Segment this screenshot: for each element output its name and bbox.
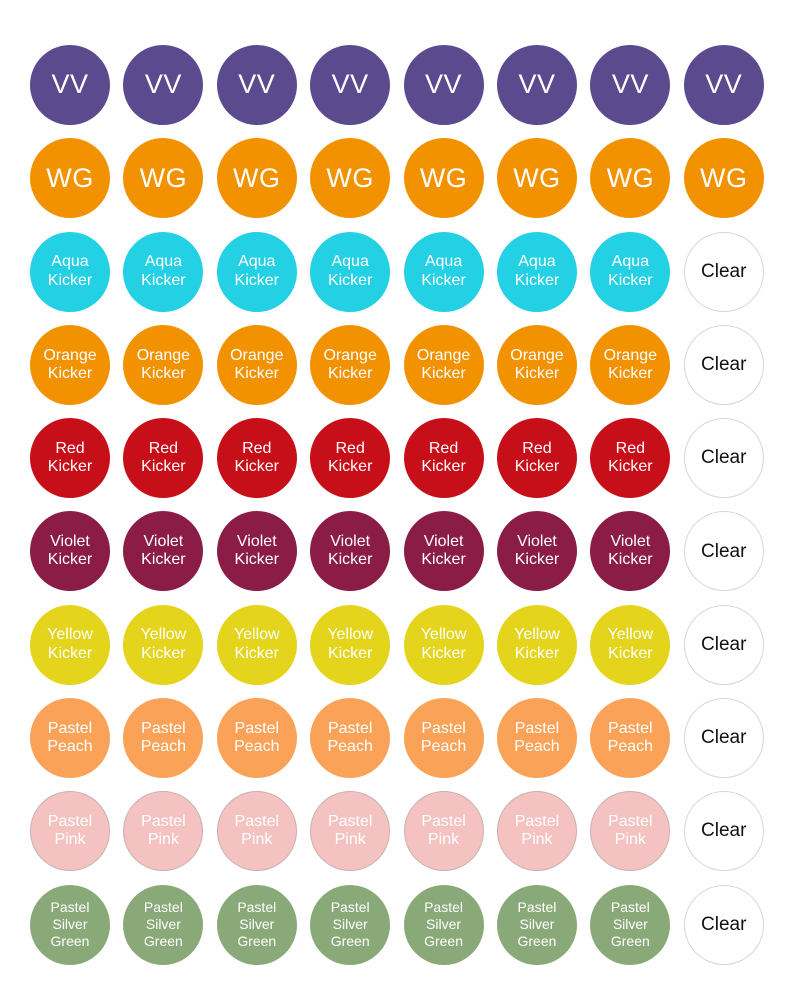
sticker-aqua-kicker: Aqua Kicker — [310, 231, 391, 312]
sticker-red-kicker: Red Kicker — [310, 418, 391, 499]
sticker-orange-kicker: Orange Kicker — [496, 324, 577, 405]
sticker-vv: VV — [123, 45, 204, 125]
sticker-yellow-kicker: Yellow Kicker — [123, 604, 204, 685]
sticker-pastel-pink: Pastel Pink — [403, 791, 484, 872]
sticker-wg: WG — [123, 138, 204, 219]
sticker-aqua-kicker: Aqua Kicker — [590, 231, 671, 312]
sticker-orange-kicker: Orange Kicker — [403, 324, 484, 405]
sticker-pastel-peach: Pastel Peach — [590, 698, 671, 779]
sticker-violet-kicker: Violet Kicker — [123, 511, 204, 592]
sticker-aqua-kicker: Aqua Kicker — [403, 231, 484, 312]
sticker-clear: Clear — [683, 884, 764, 965]
sticker-violet-kicker: Violet Kicker — [310, 511, 391, 592]
sticker-wg: WG — [403, 138, 484, 219]
sticker-pastel-silver-green: Pastel Silver Green — [403, 884, 484, 965]
sticker-wg: WG — [590, 138, 671, 219]
sticker-wg: WG — [683, 138, 764, 219]
sticker-pastel-pink: Pastel Pink — [496, 791, 577, 872]
sticker-yellow-kicker: Yellow Kicker — [496, 604, 577, 685]
sticker-violet-kicker: Violet Kicker — [30, 511, 110, 592]
sticker-vv: VV — [590, 45, 671, 125]
sticker-pastel-silver-green: Pastel Silver Green — [310, 884, 391, 965]
sticker-pastel-pink: Pastel Pink — [590, 791, 671, 872]
sticker-aqua-kicker: Aqua Kicker — [30, 231, 110, 312]
sticker-red-kicker: Red Kicker — [496, 418, 577, 499]
sticker-clear: Clear — [683, 791, 764, 872]
sticker-wg: WG — [310, 138, 391, 219]
sticker-pastel-peach: Pastel Peach — [30, 698, 110, 779]
sticker-pastel-peach: Pastel Peach — [123, 698, 204, 779]
sticker-pastel-peach: Pastel Peach — [496, 698, 577, 779]
sticker-violet-kicker: Violet Kicker — [403, 511, 484, 592]
sticker-violet-kicker: Violet Kicker — [496, 511, 577, 592]
sticker-clear: Clear — [683, 604, 764, 685]
sticker-pastel-silver-green: Pastel Silver Green — [30, 884, 110, 965]
sticker-clear: Clear — [683, 698, 764, 779]
sticker-orange-kicker: Orange Kicker — [30, 324, 110, 405]
sticker-clear: Clear — [683, 511, 764, 592]
sticker-wg: WG — [216, 138, 297, 219]
sticker-pastel-peach: Pastel Peach — [310, 698, 391, 779]
sticker-red-kicker: Red Kicker — [403, 418, 484, 499]
sticker-vv: VV — [216, 45, 297, 125]
sticker-red-kicker: Red Kicker — [216, 418, 297, 499]
sticker-orange-kicker: Orange Kicker — [216, 324, 297, 405]
sticker-pastel-peach: Pastel Peach — [216, 698, 297, 779]
sticker-violet-kicker: Violet Kicker — [216, 511, 297, 592]
sticker-clear: Clear — [683, 231, 764, 312]
sticker-pastel-pink: Pastel Pink — [216, 791, 297, 872]
sticker-pastel-silver-green: Pastel Silver Green — [123, 884, 204, 965]
sticker-aqua-kicker: Aqua Kicker — [216, 231, 297, 312]
sticker-vv: VV — [30, 45, 110, 125]
sticker-yellow-kicker: Yellow Kicker — [403, 604, 484, 685]
sticker-orange-kicker: Orange Kicker — [590, 324, 671, 405]
sticker-pastel-peach: Pastel Peach — [403, 698, 484, 779]
sticker-pastel-pink: Pastel Pink — [310, 791, 391, 872]
sticker-vv: VV — [310, 45, 391, 125]
sticker-orange-kicker: Orange Kicker — [123, 324, 204, 405]
sticker-wg: WG — [496, 138, 577, 219]
sticker-pastel-silver-green: Pastel Silver Green — [496, 884, 577, 965]
sticker-vv: VV — [403, 45, 484, 125]
sticker-pastel-silver-green: Pastel Silver Green — [216, 884, 297, 965]
sticker-yellow-kicker: Yellow Kicker — [216, 604, 297, 685]
sticker-red-kicker: Red Kicker — [30, 418, 110, 499]
sticker-wg: WG — [30, 138, 110, 219]
sticker-clear: Clear — [683, 418, 764, 499]
sticker-pastel-silver-green: Pastel Silver Green — [590, 884, 671, 965]
sticker-vv: VV — [496, 45, 577, 125]
sticker-orange-kicker: Orange Kicker — [310, 324, 391, 405]
sticker-yellow-kicker: Yellow Kicker — [30, 604, 110, 685]
sticker-sheet: VV VV VV VV VV VV VV VV WG WG WG WG WG WG WG WG Aqua Kic… — [30, 45, 766, 965]
sticker-aqua-kicker: Aqua Kicker — [123, 231, 204, 312]
sticker-vv: VV — [683, 45, 764, 125]
sticker-aqua-kicker: Aqua Kicker — [496, 231, 577, 312]
sticker-pastel-pink: Pastel Pink — [123, 791, 204, 872]
sticker-violet-kicker: Violet Kicker — [590, 511, 671, 592]
sticker-red-kicker: Red Kicker — [123, 418, 204, 499]
sticker-yellow-kicker: Yellow Kicker — [590, 604, 671, 685]
sticker-clear: Clear — [683, 324, 764, 405]
sticker-red-kicker: Red Kicker — [590, 418, 671, 499]
sticker-pastel-pink: Pastel Pink — [30, 791, 110, 872]
sticker-yellow-kicker: Yellow Kicker — [310, 604, 391, 685]
